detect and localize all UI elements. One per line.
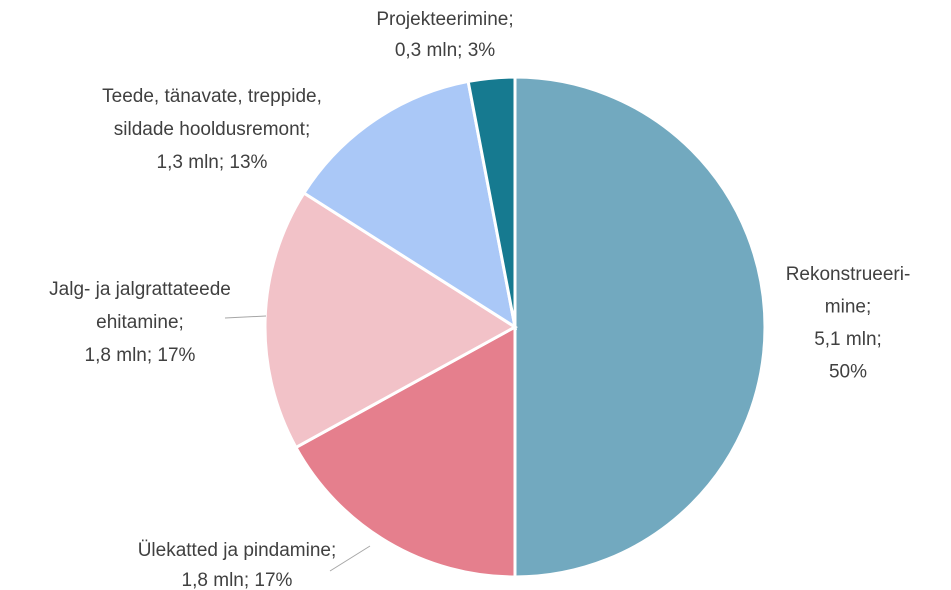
pie-slice <box>301 79 518 331</box>
slices <box>263 75 767 579</box>
slice-label: Teede, tänavate, treppide, sildade hooldu… <box>102 86 322 140</box>
pie-slice <box>513 75 767 579</box>
pie-slice <box>466 75 517 328</box>
slice-label: Rekonstrueeri-mine; <box>786 264 911 318</box>
slice-label: Jalg- ja jalgrattateede ehitamine; <box>49 279 231 333</box>
value-label: 1,3 mln; 13% <box>157 152 268 173</box>
value-label: 1,8 mln; 17% <box>85 345 196 366</box>
labels: Rekonstrueeri-mine; 5,1 mln; 50% Ülekatted … <box>49 9 910 590</box>
value-label: 5,1 mln; 50% <box>814 329 882 383</box>
pie-slice <box>293 324 517 579</box>
pie-slice <box>263 190 518 450</box>
value-label: 1,8 mln; 17% <box>182 570 293 590</box>
leader-line <box>224 315 267 319</box>
slice-label: Projekteerimine; <box>376 9 513 30</box>
value-label: 0,3 mln; 3% <box>395 40 495 61</box>
slice-label: Ülekatted ja pindamine; <box>138 540 337 561</box>
leader-line <box>329 545 371 572</box>
